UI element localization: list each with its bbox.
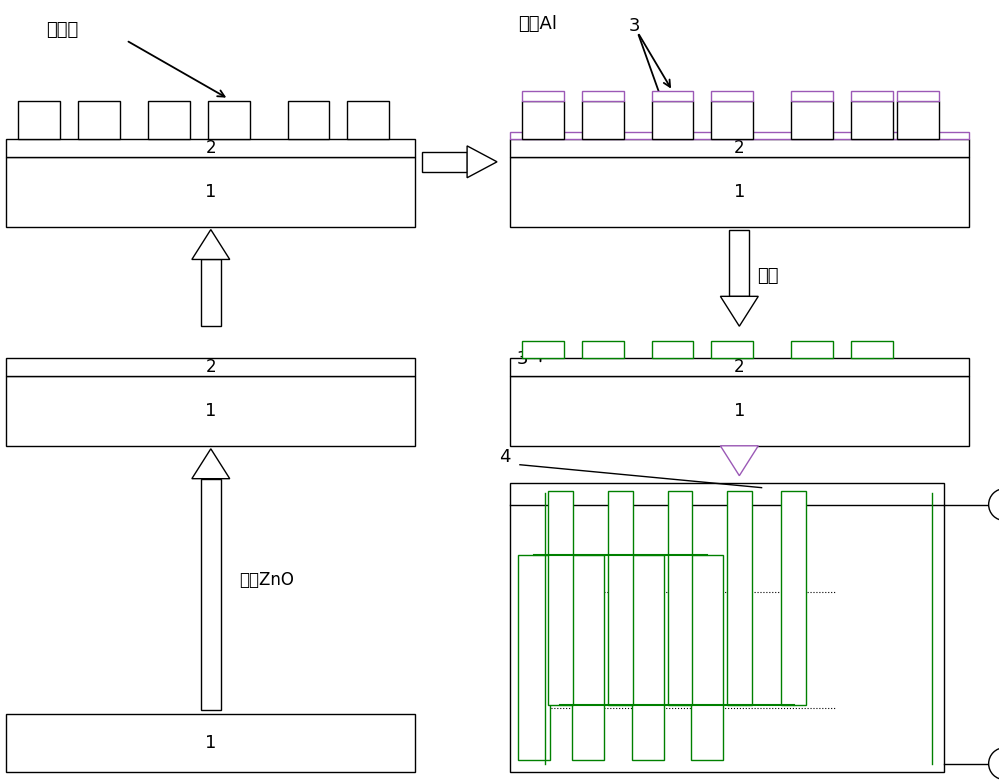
FancyBboxPatch shape xyxy=(851,101,893,139)
FancyBboxPatch shape xyxy=(201,259,221,326)
Text: 溅射ZnO: 溅射ZnO xyxy=(239,572,294,590)
Text: 3: 3 xyxy=(516,350,528,368)
FancyBboxPatch shape xyxy=(897,101,939,139)
FancyBboxPatch shape xyxy=(6,376,415,446)
FancyBboxPatch shape xyxy=(652,341,693,358)
FancyBboxPatch shape xyxy=(201,479,221,710)
Text: 1: 1 xyxy=(734,402,745,420)
FancyBboxPatch shape xyxy=(6,139,415,157)
FancyBboxPatch shape xyxy=(148,101,190,139)
FancyBboxPatch shape xyxy=(208,101,250,139)
FancyBboxPatch shape xyxy=(632,555,664,760)
FancyBboxPatch shape xyxy=(548,490,573,705)
FancyBboxPatch shape xyxy=(711,101,753,139)
Circle shape xyxy=(989,489,1000,520)
FancyBboxPatch shape xyxy=(510,139,969,157)
FancyBboxPatch shape xyxy=(608,490,633,705)
FancyBboxPatch shape xyxy=(897,91,939,101)
Polygon shape xyxy=(192,230,230,259)
FancyBboxPatch shape xyxy=(727,490,752,705)
Text: 2: 2 xyxy=(205,358,216,376)
Text: 1: 1 xyxy=(205,402,216,420)
FancyBboxPatch shape xyxy=(711,341,753,358)
FancyBboxPatch shape xyxy=(582,91,624,101)
Circle shape xyxy=(989,747,1000,779)
Text: 1: 1 xyxy=(734,183,745,201)
FancyBboxPatch shape xyxy=(288,101,329,139)
Text: 1: 1 xyxy=(205,183,216,201)
FancyBboxPatch shape xyxy=(78,101,120,139)
FancyBboxPatch shape xyxy=(422,152,467,172)
FancyBboxPatch shape xyxy=(6,157,415,226)
FancyBboxPatch shape xyxy=(791,341,833,358)
FancyBboxPatch shape xyxy=(729,230,749,296)
FancyBboxPatch shape xyxy=(691,555,723,760)
Text: 光刻胶: 光刻胶 xyxy=(46,21,79,39)
Text: 1: 1 xyxy=(205,733,216,752)
Polygon shape xyxy=(720,296,758,326)
FancyBboxPatch shape xyxy=(668,490,692,705)
FancyBboxPatch shape xyxy=(510,483,944,772)
FancyBboxPatch shape xyxy=(510,132,969,139)
Polygon shape xyxy=(467,146,497,178)
Polygon shape xyxy=(192,449,230,479)
Text: 去胶: 去胶 xyxy=(757,267,779,285)
FancyBboxPatch shape xyxy=(851,91,893,101)
FancyBboxPatch shape xyxy=(582,341,624,358)
FancyBboxPatch shape xyxy=(522,341,564,358)
FancyBboxPatch shape xyxy=(652,91,693,101)
FancyBboxPatch shape xyxy=(851,341,893,358)
Text: 3: 3 xyxy=(629,17,640,35)
FancyBboxPatch shape xyxy=(347,101,389,139)
Polygon shape xyxy=(720,446,758,476)
FancyBboxPatch shape xyxy=(510,157,969,226)
FancyBboxPatch shape xyxy=(6,714,415,772)
FancyBboxPatch shape xyxy=(6,358,415,376)
FancyBboxPatch shape xyxy=(510,376,969,446)
Text: 2: 2 xyxy=(734,139,745,157)
Text: 2: 2 xyxy=(734,358,745,376)
FancyBboxPatch shape xyxy=(522,91,564,101)
FancyBboxPatch shape xyxy=(711,91,753,101)
FancyBboxPatch shape xyxy=(582,101,624,139)
FancyBboxPatch shape xyxy=(652,101,693,139)
Text: 4: 4 xyxy=(499,448,511,465)
FancyBboxPatch shape xyxy=(18,101,60,139)
Text: 2: 2 xyxy=(205,139,216,157)
FancyBboxPatch shape xyxy=(729,446,749,449)
FancyBboxPatch shape xyxy=(791,91,833,101)
FancyBboxPatch shape xyxy=(518,555,550,760)
FancyBboxPatch shape xyxy=(791,101,833,139)
Text: 溅射Al: 溅射Al xyxy=(518,16,557,34)
FancyBboxPatch shape xyxy=(510,358,969,376)
FancyBboxPatch shape xyxy=(572,555,604,760)
FancyBboxPatch shape xyxy=(522,101,564,139)
FancyBboxPatch shape xyxy=(781,490,806,705)
